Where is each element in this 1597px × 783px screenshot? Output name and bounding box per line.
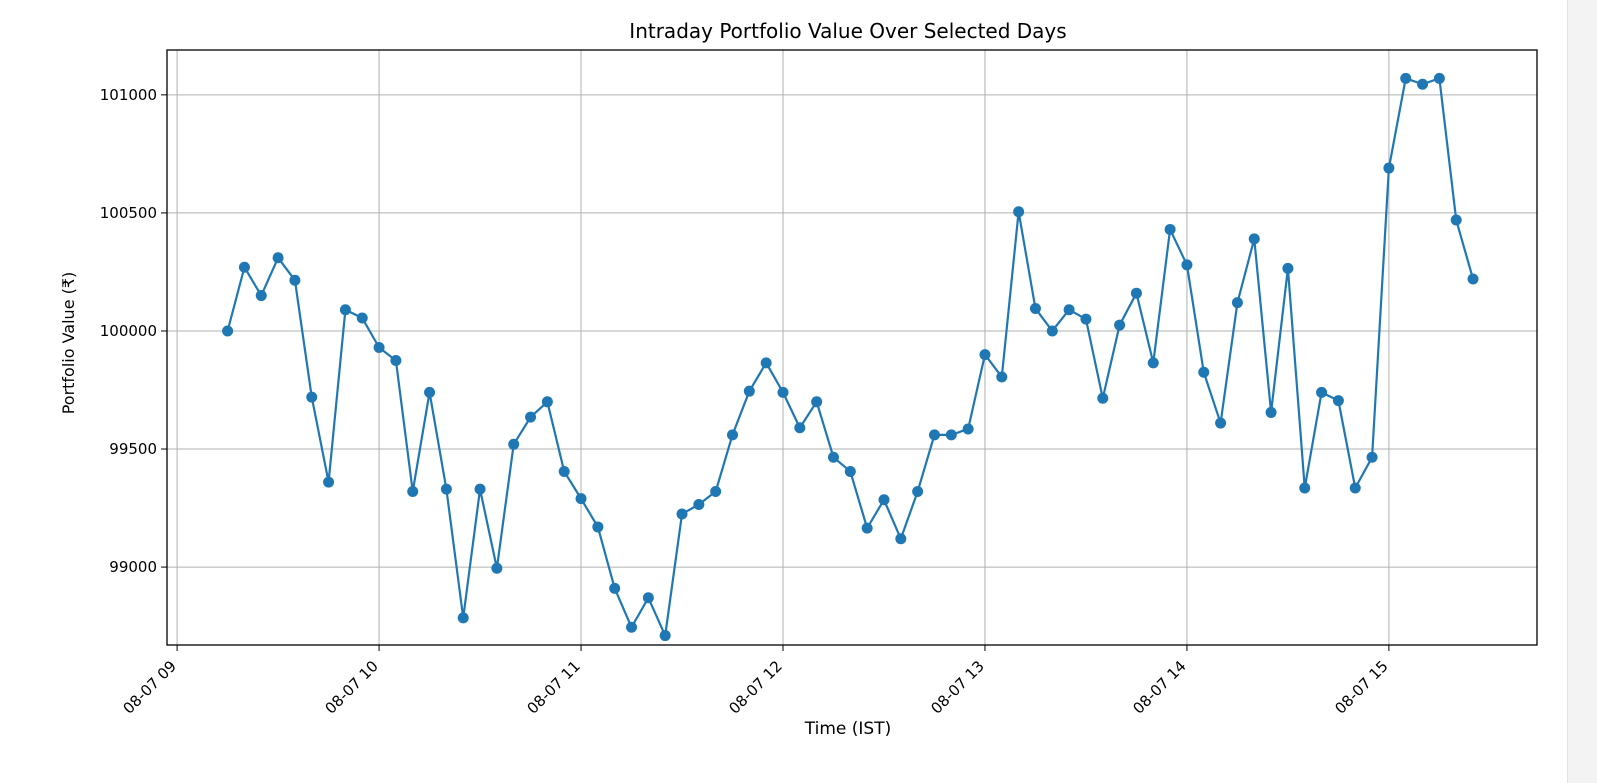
- data-point: [1349, 482, 1361, 494]
- data-point: [491, 562, 503, 574]
- data-point: [1097, 392, 1109, 404]
- data-point: [1282, 262, 1294, 274]
- data-point: [238, 261, 250, 273]
- data-point: [996, 371, 1008, 383]
- data-point: [592, 521, 604, 533]
- data-point: [222, 325, 234, 337]
- data-point: [811, 396, 823, 408]
- y-tick-label: 99000: [109, 558, 157, 576]
- data-point: [1316, 386, 1328, 398]
- data-point: [609, 582, 621, 594]
- data-point: [558, 465, 570, 477]
- data-point: [1080, 313, 1092, 325]
- data-point: [1231, 297, 1243, 309]
- grid: [167, 50, 1537, 645]
- data-point: [1046, 325, 1058, 337]
- data-point: [541, 396, 553, 408]
- window-edge-strip: [1567, 0, 1597, 783]
- plot-frame: [166, 49, 1538, 646]
- data-point: [794, 422, 806, 434]
- data-point: [1181, 259, 1193, 271]
- data-point: [895, 533, 907, 545]
- data-point: [306, 391, 318, 403]
- data-point: [1215, 417, 1227, 429]
- data-point: [407, 486, 419, 498]
- data-point: [861, 522, 873, 534]
- data-point: [575, 493, 587, 505]
- data-point: [1164, 223, 1176, 235]
- data-point: [1130, 287, 1142, 299]
- data-point: [1147, 357, 1159, 369]
- data-point: [979, 349, 991, 361]
- data-point: [339, 304, 351, 316]
- data-point: [1265, 406, 1277, 418]
- data-point: [1063, 304, 1075, 316]
- data-point: [844, 465, 856, 477]
- data-point: [1417, 78, 1429, 90]
- data-point: [390, 354, 402, 366]
- y-axis-ticks: 99000 99500 100000 100500 101000: [100, 86, 167, 576]
- data-point: [878, 494, 890, 506]
- data-point: [642, 592, 654, 604]
- data-point: [1299, 482, 1311, 494]
- data-point: [827, 451, 839, 463]
- y-tick-label: 100500: [100, 204, 157, 222]
- data-point: [1198, 366, 1210, 378]
- data-point: [928, 429, 940, 441]
- data-point: [945, 429, 957, 441]
- data-point: [457, 612, 469, 624]
- data-point: [255, 290, 267, 302]
- data-point: [710, 486, 722, 498]
- data-point: [962, 423, 974, 435]
- data-point: [912, 486, 924, 498]
- y-tick-label: 99500: [109, 440, 157, 458]
- y-tick-label: 100000: [100, 322, 157, 340]
- chart-title: Intraday Portfolio Value Over Selected D…: [629, 19, 1066, 43]
- y-axis-label: Portfolio Value (₹): [59, 272, 78, 415]
- data-point: [727, 429, 739, 441]
- data-point: [272, 252, 284, 264]
- data-point: [424, 386, 436, 398]
- data-point: [373, 342, 385, 353]
- data-point: [1114, 319, 1126, 331]
- data-point: [1248, 233, 1260, 245]
- data-point: [1029, 303, 1041, 315]
- data-points: [222, 72, 1479, 642]
- data-point: [743, 385, 755, 397]
- data-point: [474, 483, 486, 495]
- data-point: [289, 274, 301, 286]
- data-point: [1467, 273, 1479, 285]
- data-point: [1400, 72, 1412, 84]
- y-tick-label: 101000: [100, 86, 157, 104]
- data-point: [777, 386, 789, 398]
- data-point: [693, 499, 705, 511]
- data-point: [1450, 214, 1462, 226]
- data-point: [1383, 162, 1395, 174]
- data-point: [676, 508, 688, 520]
- data-point: [525, 411, 537, 423]
- data-point: [1332, 395, 1344, 407]
- data-point: [440, 483, 452, 495]
- data-point: [1433, 72, 1445, 84]
- x-axis-label: Time (IST): [804, 719, 891, 739]
- data-point: [508, 438, 520, 450]
- data-point: [1013, 206, 1025, 218]
- data-point: [760, 357, 772, 369]
- data-point: [356, 312, 368, 324]
- data-point: [659, 630, 671, 642]
- data-point: [323, 476, 335, 488]
- data-point: [1366, 451, 1378, 463]
- data-point: [626, 621, 638, 633]
